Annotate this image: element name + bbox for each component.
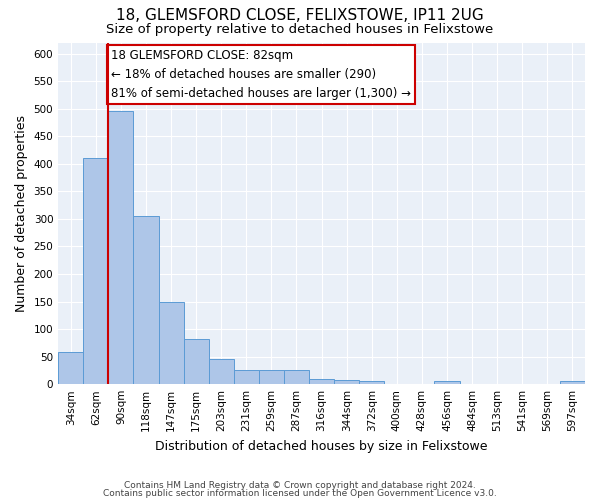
Bar	[309, 378, 334, 384]
Bar	[184, 339, 209, 384]
Bar	[560, 382, 585, 384]
Bar	[58, 352, 83, 384]
Bar	[133, 216, 158, 384]
Bar	[334, 380, 359, 384]
Bar	[234, 370, 259, 384]
Bar	[359, 382, 385, 384]
Text: 18, GLEMSFORD CLOSE, FELIXSTOWE, IP11 2UG: 18, GLEMSFORD CLOSE, FELIXSTOWE, IP11 2U…	[116, 8, 484, 22]
Text: Contains public sector information licensed under the Open Government Licence v3: Contains public sector information licen…	[103, 488, 497, 498]
Bar	[158, 302, 184, 384]
Bar	[209, 360, 234, 384]
Text: Contains HM Land Registry data © Crown copyright and database right 2024.: Contains HM Land Registry data © Crown c…	[124, 481, 476, 490]
Bar	[284, 370, 309, 384]
Bar	[434, 382, 460, 384]
Bar	[109, 111, 133, 384]
Text: Size of property relative to detached houses in Felixstowe: Size of property relative to detached ho…	[106, 22, 494, 36]
Text: 18 GLEMSFORD CLOSE: 82sqm
← 18% of detached houses are smaller (290)
81% of semi: 18 GLEMSFORD CLOSE: 82sqm ← 18% of detac…	[111, 49, 411, 100]
X-axis label: Distribution of detached houses by size in Felixstowe: Distribution of detached houses by size …	[155, 440, 488, 452]
Bar	[259, 370, 284, 384]
Y-axis label: Number of detached properties: Number of detached properties	[15, 115, 28, 312]
Bar	[83, 158, 109, 384]
